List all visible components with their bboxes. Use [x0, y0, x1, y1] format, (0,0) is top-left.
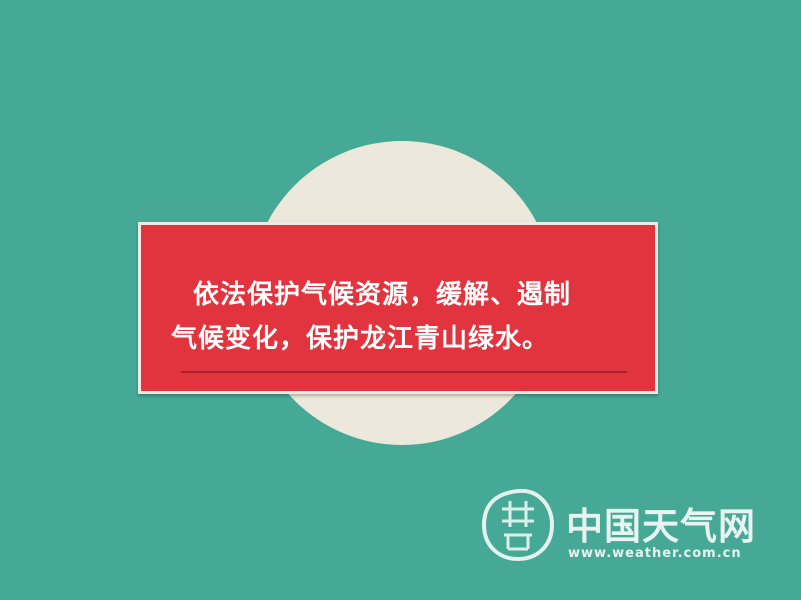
banner-divider [181, 371, 627, 373]
weather-seal-logo [481, 488, 555, 562]
watermark-url: www.weather.com.cn [568, 546, 742, 561]
watermark-name: 中国天气网 [566, 504, 756, 548]
banner-line-2: 气候变化，保护龙江青山绿水。 [171, 324, 550, 354]
banner-line-1: 依法保护气候资源，缓解、遏制 [193, 280, 572, 310]
message-banner: 依法保护气候资源，缓解、遏制 气候变化，保护龙江青山绿水。 [138, 222, 658, 394]
banner-text: 依法保护气候资源，缓解、遏制 气候变化，保护龙江青山绿水。 [171, 273, 641, 361]
